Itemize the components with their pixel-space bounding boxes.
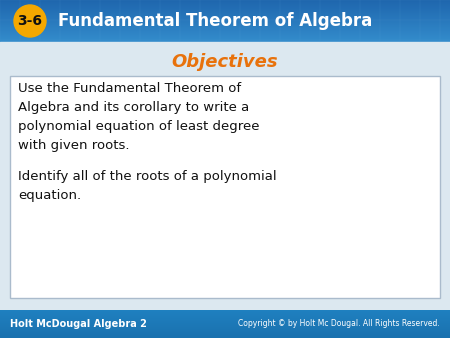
Text: Objectives: Objectives xyxy=(172,53,278,71)
Text: Holt McDougal Algebra 2: Holt McDougal Algebra 2 xyxy=(10,319,147,329)
FancyBboxPatch shape xyxy=(10,76,440,298)
Text: Use the Fundamental Theorem of
Algebra and its corollary to write a
polynomial e: Use the Fundamental Theorem of Algebra a… xyxy=(18,82,260,152)
Text: Copyright © by Holt Mc Dougal. All Rights Reserved.: Copyright © by Holt Mc Dougal. All Right… xyxy=(238,319,440,329)
Circle shape xyxy=(14,5,46,37)
Text: Identify all of the roots of a polynomial
equation.: Identify all of the roots of a polynomia… xyxy=(18,170,277,202)
Text: 3-6: 3-6 xyxy=(18,14,42,28)
Text: Fundamental Theorem of Algebra: Fundamental Theorem of Algebra xyxy=(58,12,372,30)
